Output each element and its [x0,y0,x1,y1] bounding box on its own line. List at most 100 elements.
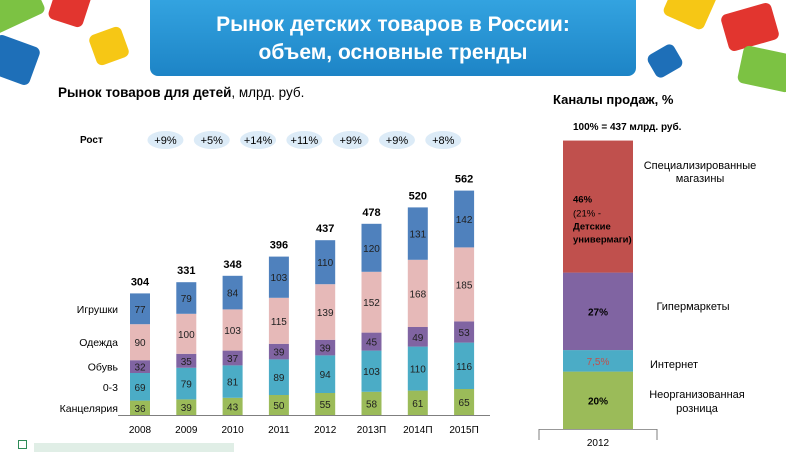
bar-segment [130,324,150,361]
bar-segment [407,327,428,347]
channel-segment-sublabel: (21% - [573,209,601,220]
bar-segment-value: 142 [456,215,473,226]
bar-segment [454,190,475,248]
series-label: Игрушки [77,304,118,316]
bar-segment-value: 58 [366,399,378,410]
series-label: Обувь [88,362,119,374]
channel-segment [563,350,633,372]
x-tick-label: 2014П [403,425,432,436]
bar-segment-value: 152 [363,298,380,309]
bar-segment [176,367,197,400]
bar-segment-value: 35 [181,357,193,368]
growth-value: +5% [201,135,224,147]
channel-segment-value: 27% [588,307,608,318]
bar-segment-value: 53 [459,328,471,339]
bar-segment [315,393,336,415]
growth-bubble [193,131,230,149]
growth-bubble [425,131,462,149]
bar-segment [361,350,382,392]
bar-segment-value: 90 [134,338,146,349]
bar-segment [407,390,428,415]
growth-value: +9% [386,135,409,147]
channel-segment [563,272,633,351]
x-tick-label: 2011 [268,425,290,436]
bar-segment-value: 79 [181,380,193,391]
bar-segment [268,395,289,415]
bar-segment [176,282,197,314]
bar-segment [361,332,382,351]
bar-segment-value: 61 [412,399,424,410]
title-line-1: Рынок детских товаров в России: [216,13,570,36]
bar-segment [222,309,243,351]
bar-segment [222,350,243,366]
bar-segment [268,297,289,344]
channels-x-tick-label: 2012 [587,438,610,449]
bar-segment [361,391,382,415]
bar-segment [176,353,197,368]
series-label: 0-3 [103,382,118,394]
growth-bubble [240,131,277,149]
bar-segment-value: 103 [363,367,380,378]
x-tick-label: 2009 [175,425,198,436]
bar-segment-value: 39 [181,403,193,414]
bar-segment [315,284,336,340]
bar-segment-value: 103 [271,273,288,284]
bar-segment-value: 39 [273,348,285,359]
bar-segment [130,360,150,373]
bar-segment [222,397,243,415]
bar-segment [454,247,475,322]
channel-label-hypermarkets: Гипермаркеты [656,301,730,313]
bar-segment-value: 81 [227,378,239,389]
title-banner: Рынок детских товаров в России: объем, о… [150,0,636,76]
left-chart-title-bold: Рынок товаров для детей [58,85,232,100]
bar-segment-value: 116 [456,362,472,373]
bar-segment-value: 77 [134,305,146,316]
bar-segment-value: 115 [271,317,287,328]
series-label: Канцелярия [60,403,118,415]
bar-total-label: 348 [223,259,241,271]
bar-segment [315,240,336,285]
bar-total-label: 304 [131,276,150,288]
channel-segment-value: 7,5% [587,357,610,368]
growth-row-label: Рост [80,135,103,146]
growth-value: +14% [244,135,273,147]
channel-label-internet: Интернет [650,359,698,371]
right-chart-title: Каналы продаж, % [553,92,674,107]
bar-total-label: 331 [177,265,195,277]
x-tick-label: 2013П [357,425,386,436]
growth-value: +9% [154,135,177,147]
bar-segment-value: 139 [317,308,334,319]
x-tick-label: 2012 [314,425,337,436]
series-label: Одежда [79,337,118,349]
bar-segment-value: 43 [227,402,239,413]
bar-segment-value: 69 [134,383,146,394]
bar-segment [315,355,336,393]
bar-segment-value: 55 [320,400,332,411]
left-chart-title: Рынок товаров для детей, млрд. руб. [58,85,304,100]
bar-segment-value: 89 [273,373,285,384]
bar-segment-value: 79 [181,294,193,305]
bar-segment [315,339,336,356]
channel-segment-sublabel: Детские [573,222,611,233]
bar-segment [222,275,243,310]
bar-total-label: 562 [455,174,473,186]
channel-segment [563,140,633,273]
bar-segment-value: 100 [178,330,195,341]
channel-segment-value: 20% [588,396,608,407]
bar-total-label: 437 [316,223,334,235]
growth-value: +11% [291,135,319,147]
bar-segment-value: 50 [273,401,285,412]
bar-segment [130,400,150,415]
growth-bubble [378,131,415,149]
bar-segment-value: 168 [409,289,426,300]
left-chart-title-unit: , млрд. руб. [231,85,305,100]
bar-segment-value: 131 [409,230,426,241]
bar-segment-value: 39 [320,344,332,355]
x-tick-label: 2010 [221,425,244,436]
channel-segment-sublabel: универмаги) [573,235,632,246]
bar-segment [268,359,289,395]
bar-segment-value: 32 [134,363,146,374]
growth-bubble [332,131,369,149]
bar-segment [407,346,428,391]
